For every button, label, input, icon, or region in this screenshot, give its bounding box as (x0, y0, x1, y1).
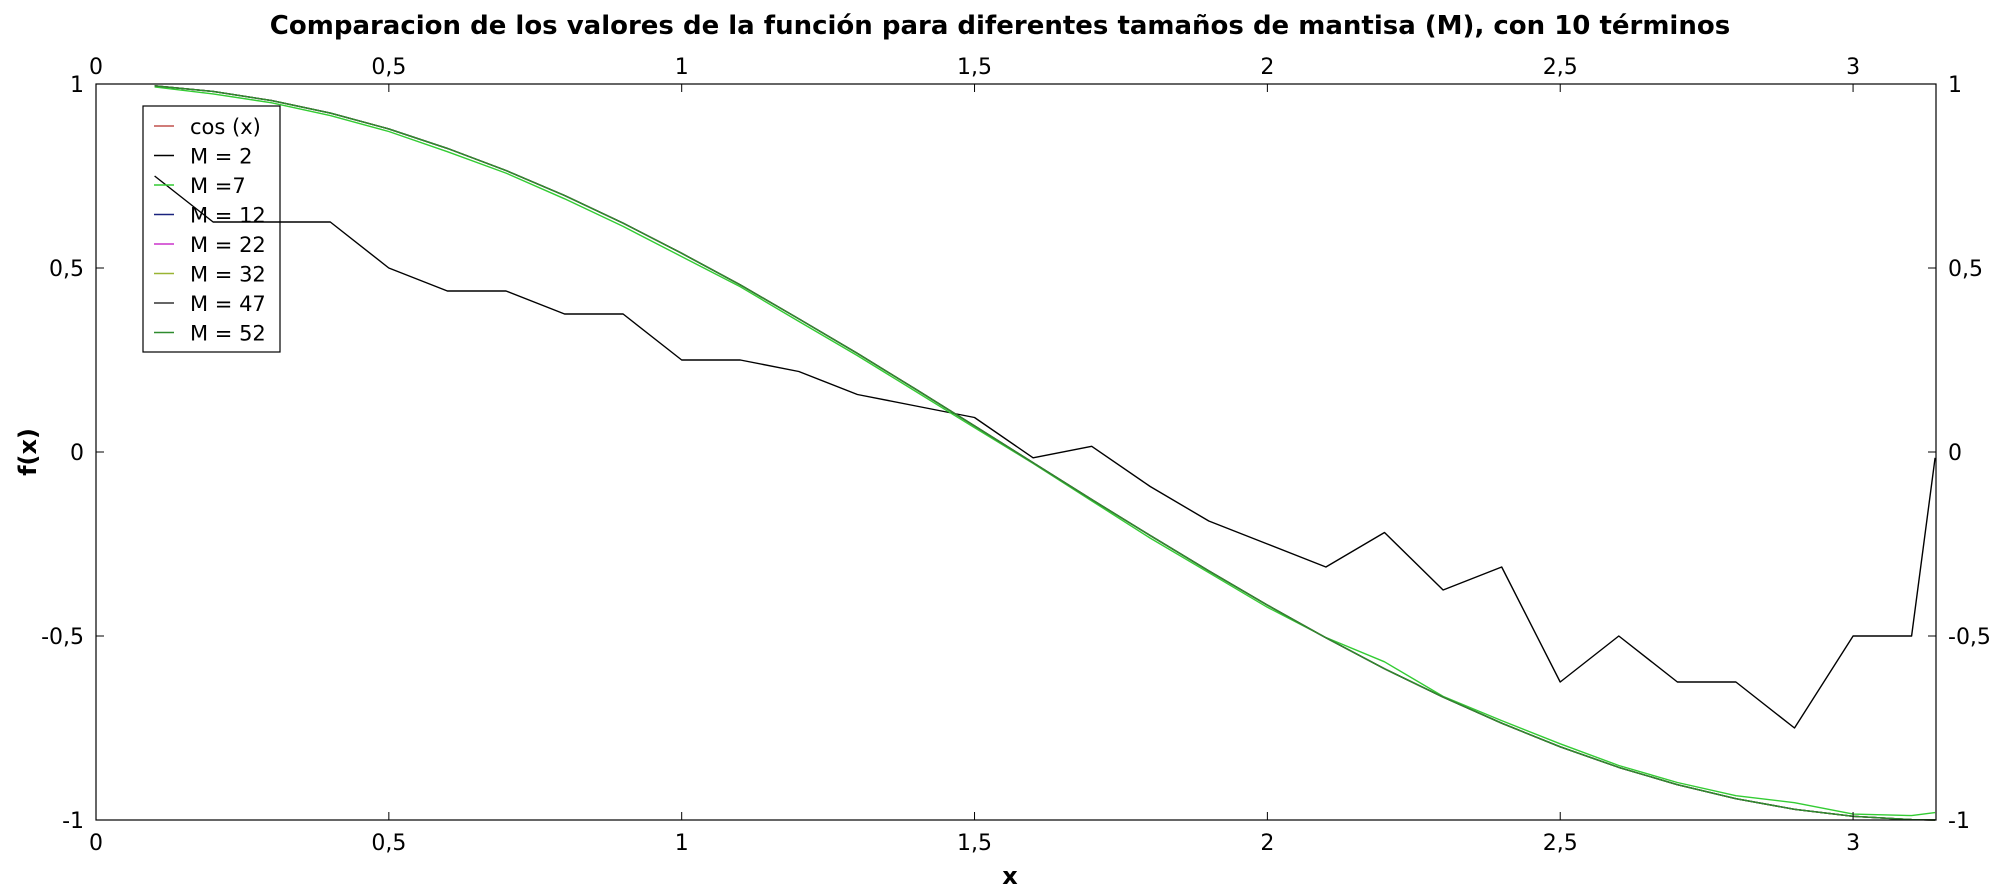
series-line-7 (154, 85, 1936, 821)
y-tick-label-right: 1 (1948, 73, 1962, 98)
x-tick-label-bottom: 1 (675, 831, 689, 856)
y-tick-label-left: 0 (70, 441, 84, 466)
y-tick-label-right: 0 (1948, 441, 1962, 466)
legend-label: M = 12 (190, 204, 266, 228)
x-tick-label-bottom: 1,5 (957, 831, 992, 856)
x-tick-label-top: 1 (675, 55, 689, 80)
legend-box (142, 105, 281, 353)
legend: cos (x) M = 2 M =7 M = 12 M = 22 M = 32 M = 47… (142, 105, 281, 353)
legend-label: M =7 (190, 174, 246, 198)
y-tick-label-left: -1 (62, 809, 84, 834)
legend-label: M = 47 (190, 292, 266, 316)
y-tick-label-left: -0,5 (41, 625, 84, 650)
y-tick-label-right: 0,5 (1948, 257, 1983, 282)
y-tick-label-left: 1 (70, 73, 84, 98)
legend-label: M = 52 (190, 322, 266, 346)
x-tick-label-bottom: 2,5 (1543, 831, 1578, 856)
series-lines (154, 85, 1936, 821)
x-tick-label-bottom: 3 (1846, 831, 1860, 856)
chart-title: Comparacion de los valores de la función… (270, 11, 1730, 41)
x-tick-label-top: 2 (1260, 55, 1274, 80)
x-tick-label-bottom: 0,5 (371, 831, 406, 856)
legend-label: M = 2 (190, 145, 252, 169)
x-tick-label-top: 3 (1846, 55, 1860, 80)
y-axis-title: f(x) (14, 428, 42, 476)
x-tick-label-top: 0,5 (371, 55, 406, 80)
x-tick-label-top: 0 (89, 55, 103, 80)
y-tick-label-right: -1 (1948, 809, 1970, 834)
x-axis-title: x (1002, 862, 1018, 888)
legend-label: cos (x) (190, 115, 261, 139)
series-line-1 (154, 175, 1936, 729)
x-tick-label-bottom: 0 (89, 831, 103, 856)
legend-label: M = 32 (190, 263, 266, 287)
legend-label: M = 22 (190, 233, 266, 257)
series-line-2 (154, 86, 1936, 817)
x-tick-label-bottom: 2 (1260, 831, 1274, 856)
y-tick-label-left: 0,5 (49, 257, 84, 282)
axis-ticks: 0 0 0,5 0,5 1 1 1,5 1,5 2 2 2,5 2,5 3 3 1 1 0,5 0,5 0 0 -0,5… (41, 55, 1991, 856)
x-tick-label-top: 1,5 (957, 55, 992, 80)
x-tick-label-top: 2,5 (1543, 55, 1578, 80)
y-tick-label-right: -0,5 (1948, 625, 1991, 650)
